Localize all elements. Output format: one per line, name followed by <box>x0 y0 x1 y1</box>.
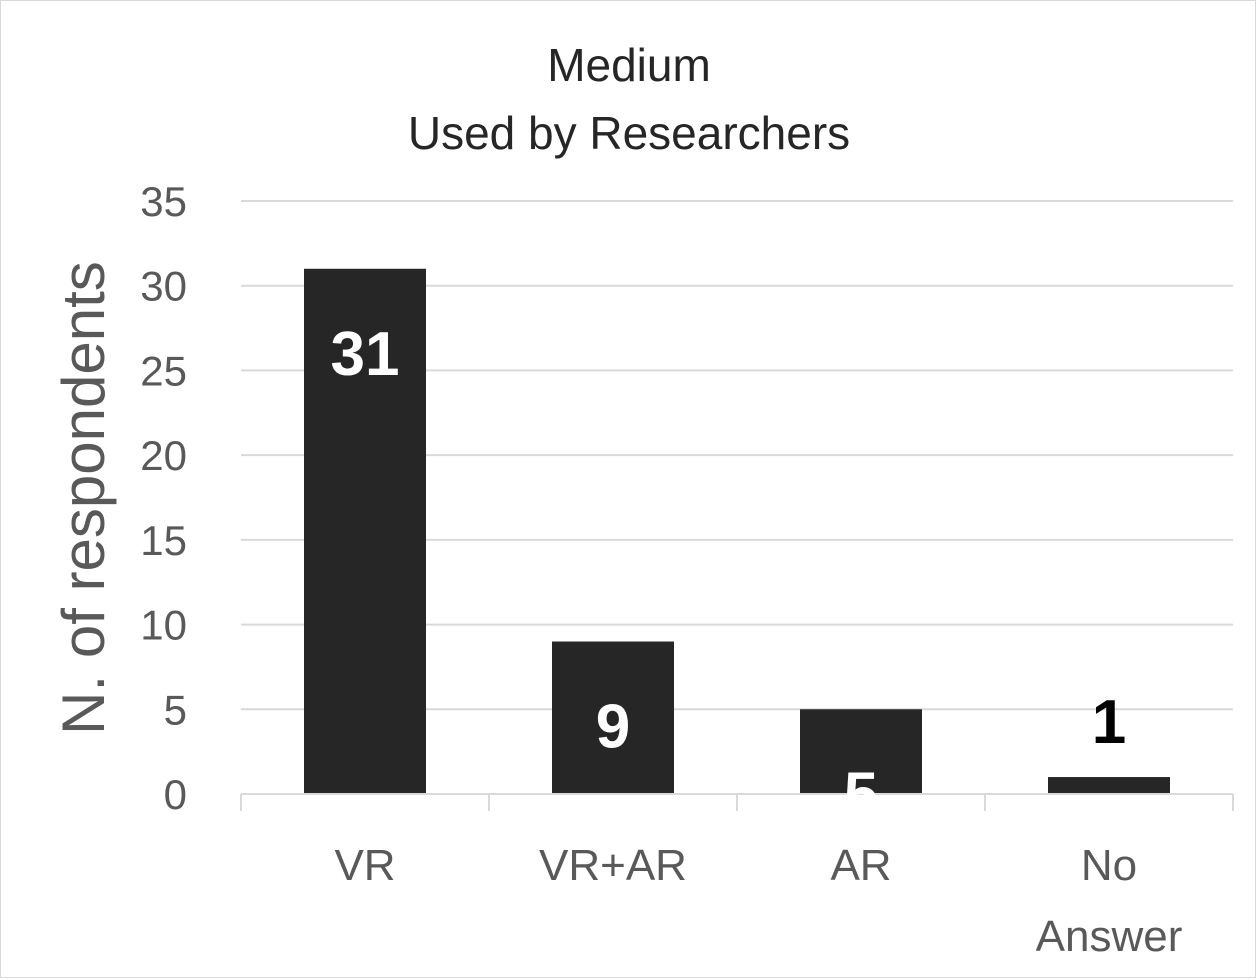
x-axis <box>240 793 1234 811</box>
data-labels: 31 9 5 1 <box>331 320 1127 830</box>
x-tick-label-2: AR <box>830 841 891 890</box>
y-tick-label-25: 25 <box>140 347 187 394</box>
x-tick-label-3-line-2: Answer <box>1036 912 1183 961</box>
x-tick-label-1: VR+AR <box>539 841 687 890</box>
x-axis-labels: VR VR+AR AR No Answer <box>334 841 1182 961</box>
x-tick-label-0: VR <box>334 841 395 890</box>
y-tick-label-20: 20 <box>140 432 187 479</box>
chart-title-line-1: Medium <box>547 39 711 91</box>
bar-3 <box>1048 777 1170 794</box>
bar-2 <box>800 709 922 794</box>
y-tick-label-5: 5 <box>164 686 187 733</box>
data-label-3: 1 <box>1092 688 1126 757</box>
bar-1 <box>552 641 674 794</box>
y-axis-ticks: 0 5 10 15 20 25 30 35 <box>140 178 187 818</box>
y-tick-label-15: 15 <box>140 517 187 564</box>
chart-title-line-2: Used by Researchers <box>408 107 850 159</box>
data-label-1: 9 <box>596 693 630 762</box>
y-tick-label-0: 0 <box>164 771 187 818</box>
y-axis-label: N. of respondents <box>50 261 117 735</box>
bar-0 <box>304 268 426 794</box>
x-tick-label-3-line-1: No <box>1081 841 1137 890</box>
y-tick-label-30: 30 <box>140 263 187 310</box>
data-label-0: 31 <box>331 320 400 389</box>
y-tick-label-10: 10 <box>140 602 187 649</box>
data-label-2: 5 <box>844 760 878 829</box>
bars <box>304 268 1170 794</box>
y-tick-label-35: 35 <box>140 178 187 225</box>
chart-title: Medium Used by Researchers <box>408 39 850 159</box>
